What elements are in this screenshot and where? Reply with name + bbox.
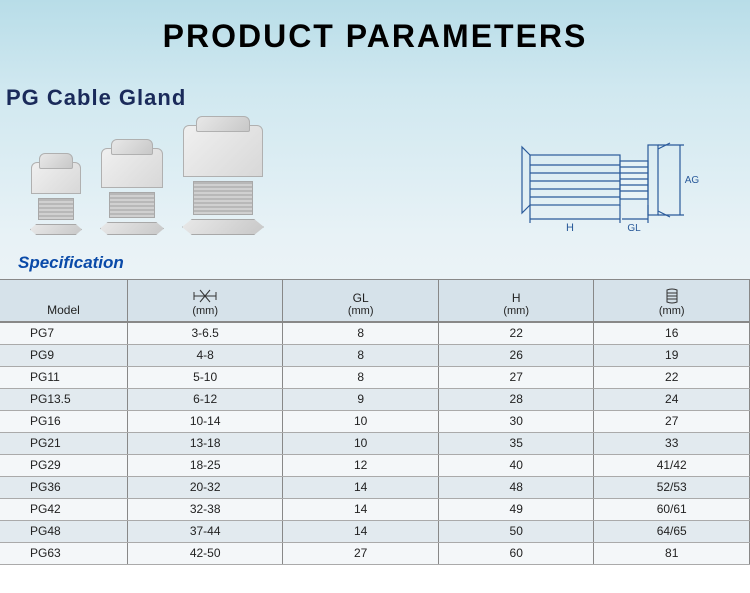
table-row: PG13.56-1292824 [0, 388, 750, 410]
cell-gl: 8 [283, 366, 439, 388]
cell-h: 48 [438, 476, 594, 498]
gland-small [30, 162, 82, 235]
table-row: PG4837-44145064/65 [0, 520, 750, 542]
cell-thread: 41/42 [594, 454, 750, 476]
gland-large [182, 125, 264, 235]
cell-range: 13-18 [127, 432, 283, 454]
cell-gl: 10 [283, 410, 439, 432]
cell-range: 42-50 [127, 542, 283, 564]
cell-model: PG11 [0, 366, 127, 388]
cell-h: 40 [438, 454, 594, 476]
diagram-label-gl: GL [627, 223, 641, 234]
page-title: PRODUCT PARAMETERS [0, 0, 750, 55]
header-gl: GL (mm) [283, 280, 439, 322]
cell-model: PG63 [0, 542, 127, 564]
table-row: PG3620-32144852/53 [0, 476, 750, 498]
cell-h: 60 [438, 542, 594, 564]
cell-model: PG13.5 [0, 388, 127, 410]
cell-range: 3-6.5 [127, 322, 283, 345]
cell-gl: 10 [283, 432, 439, 454]
cell-h: 28 [438, 388, 594, 410]
cell-gl: 27 [283, 542, 439, 564]
cell-model: PG7 [0, 322, 127, 345]
cell-range: 32-38 [127, 498, 283, 520]
table-row: PG94-882619 [0, 344, 750, 366]
cell-range: 37-44 [127, 520, 283, 542]
diagram-label-h: H [566, 222, 574, 234]
cell-range: 18-25 [127, 454, 283, 476]
cell-gl: 8 [283, 322, 439, 345]
cell-range: 20-32 [127, 476, 283, 498]
cell-thread: 22 [594, 366, 750, 388]
table-row: PG2918-25124041/42 [0, 454, 750, 476]
diagram-label-ag: AG [685, 175, 700, 186]
header-model: Model [0, 280, 127, 322]
cell-h: 22 [438, 322, 594, 345]
table-header-row: Model (mm) GL (mm) H (mm) (mm) [0, 280, 750, 322]
table-row: PG6342-50276081 [0, 542, 750, 564]
specification-table: Model (mm) GL (mm) H (mm) (mm) PG73-6.58… [0, 279, 750, 565]
header-cable-range: (mm) [127, 280, 283, 322]
cell-h: 30 [438, 410, 594, 432]
header-h: H (mm) [438, 280, 594, 322]
cell-gl: 14 [283, 498, 439, 520]
cell-h: 35 [438, 432, 594, 454]
cell-thread: 27 [594, 410, 750, 432]
cell-h: 50 [438, 520, 594, 542]
cell-range: 5-10 [127, 366, 283, 388]
cell-model: PG48 [0, 520, 127, 542]
cell-range: 4-8 [127, 344, 283, 366]
cell-gl: 14 [283, 476, 439, 498]
cell-model: PG16 [0, 410, 127, 432]
cell-model: PG9 [0, 344, 127, 366]
cable-range-icon [192, 288, 218, 304]
cell-thread: 64/65 [594, 520, 750, 542]
table-row: PG115-1082722 [0, 366, 750, 388]
cell-gl: 8 [283, 344, 439, 366]
table-row: PG73-6.582216 [0, 322, 750, 345]
header-thread: (mm) [594, 280, 750, 322]
cell-thread: 24 [594, 388, 750, 410]
table-row: PG1610-14103027 [0, 410, 750, 432]
specification-label: Specification [0, 245, 750, 279]
gland-photos [30, 125, 264, 235]
cell-h: 49 [438, 498, 594, 520]
product-subtitle: PG Cable Gland [0, 55, 750, 119]
cell-range: 6-12 [127, 388, 283, 410]
technical-diagram: H GL AG [510, 125, 710, 235]
cell-thread: 33 [594, 432, 750, 454]
gland-medium [100, 148, 164, 235]
cell-model: PG21 [0, 432, 127, 454]
cell-gl: 12 [283, 454, 439, 476]
table-row: PG4232-38144960/61 [0, 498, 750, 520]
cell-thread: 16 [594, 322, 750, 345]
cell-range: 10-14 [127, 410, 283, 432]
cell-thread: 19 [594, 344, 750, 366]
cell-gl: 9 [283, 388, 439, 410]
cell-model: PG42 [0, 498, 127, 520]
cell-model: PG29 [0, 454, 127, 476]
table-row: PG2113-18103533 [0, 432, 750, 454]
cell-gl: 14 [283, 520, 439, 542]
cell-thread: 60/61 [594, 498, 750, 520]
cell-thread: 52/53 [594, 476, 750, 498]
cell-thread: 81 [594, 542, 750, 564]
cell-model: PG36 [0, 476, 127, 498]
cell-h: 27 [438, 366, 594, 388]
thread-icon [663, 288, 681, 304]
cell-h: 26 [438, 344, 594, 366]
product-images-row: H GL AG [0, 119, 750, 245]
